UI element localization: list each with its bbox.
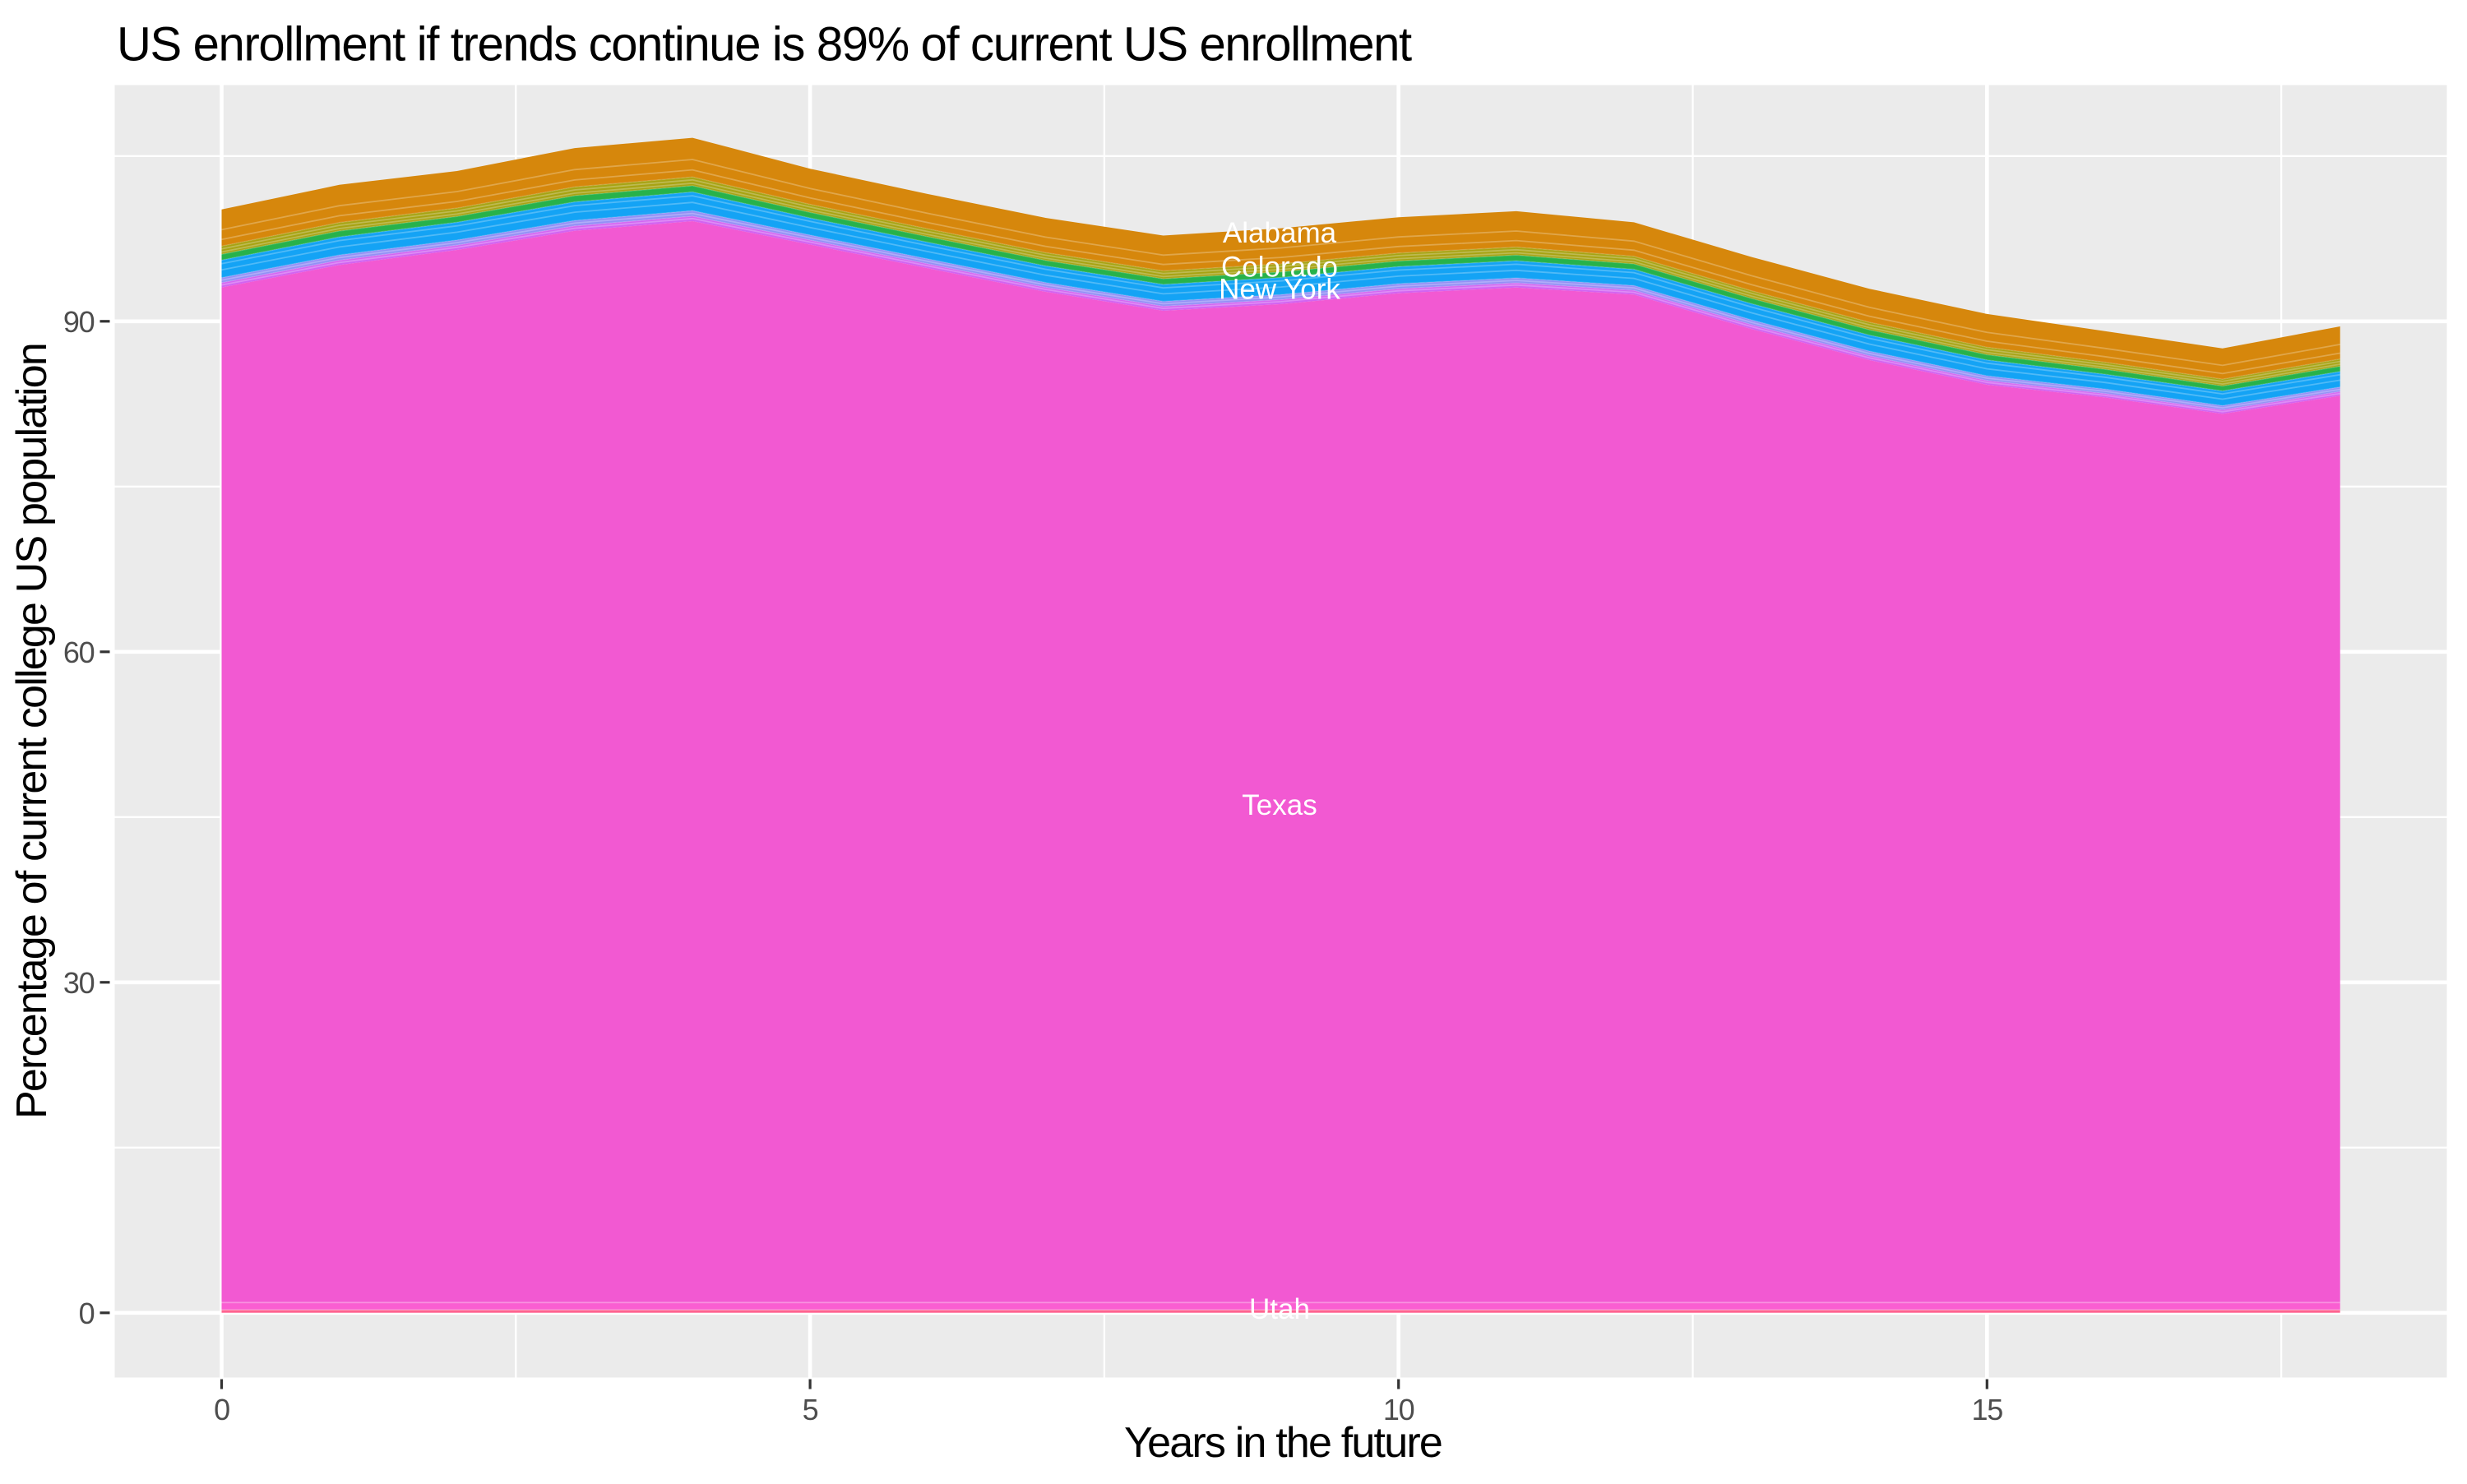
svg-text:Utah: Utah <box>1249 1293 1310 1325</box>
svg-text:New York: New York <box>1219 274 1340 306</box>
svg-text:5: 5 <box>803 1393 818 1426</box>
svg-text:0: 0 <box>79 1297 95 1330</box>
svg-text:60: 60 <box>63 636 95 669</box>
svg-text:Colorado: Colorado <box>1221 252 1338 284</box>
svg-text:Years in the future: Years in the future <box>1124 1419 1442 1467</box>
svg-text:15: 15 <box>1971 1393 2002 1426</box>
svg-text:0: 0 <box>214 1393 229 1426</box>
svg-text:Percentage of current college: Percentage of current college US populat… <box>8 344 56 1119</box>
svg-text:90: 90 <box>63 305 95 339</box>
svg-text:Texas: Texas <box>1242 789 1317 821</box>
svg-text:30: 30 <box>63 966 95 1000</box>
svg-text:Alabama: Alabama <box>1223 217 1337 249</box>
svg-text:10: 10 <box>1383 1393 1414 1426</box>
svg-text:US enrollment if trends contin: US enrollment if trends continue is 89% … <box>117 18 1412 72</box>
